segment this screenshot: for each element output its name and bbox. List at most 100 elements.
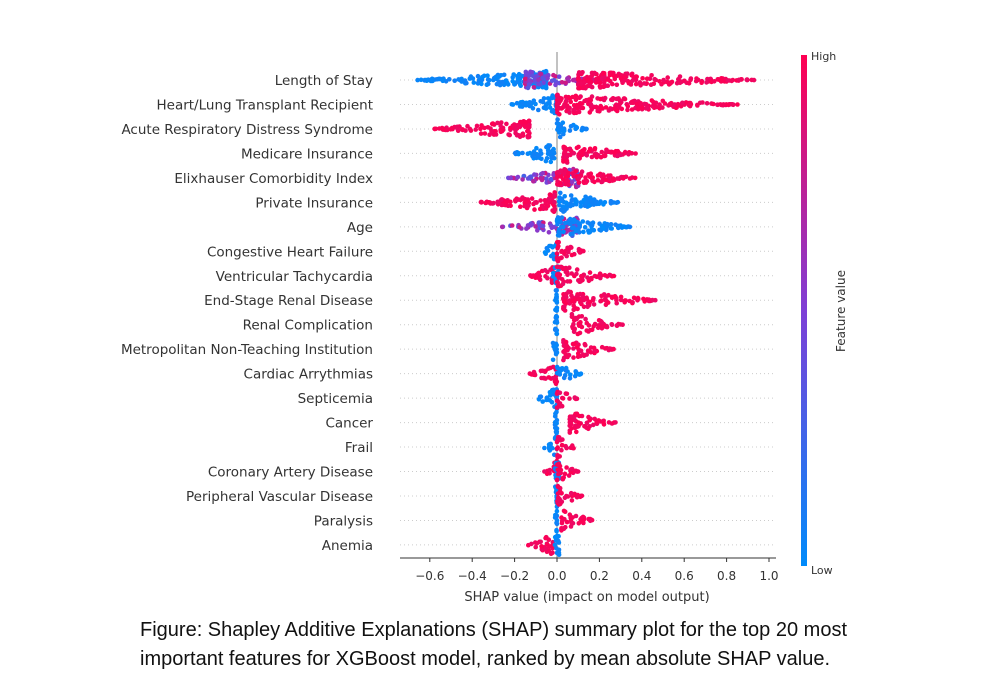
shap-dot — [565, 494, 571, 499]
shap-dot — [538, 394, 544, 400]
shap-dot — [587, 348, 592, 354]
shap-dot — [554, 251, 560, 256]
shap-dot — [632, 175, 638, 181]
shap-dot — [613, 420, 618, 425]
shap-dot — [614, 82, 620, 88]
shap-dot — [580, 514, 586, 520]
shap-dot — [515, 174, 521, 180]
shap-dot — [543, 158, 549, 164]
shap-dot — [610, 150, 615, 155]
shap-dot — [569, 197, 575, 203]
x-ticks: −0.6 −0.4 −0.2 0.0 0.2 0.4 0.6 0.8 1.0 — [415, 558, 779, 583]
shap-dot — [695, 77, 701, 83]
shap-dot — [567, 216, 573, 222]
shap-dot — [595, 173, 601, 178]
shap-dot — [524, 102, 529, 107]
shap-dot — [517, 224, 522, 230]
shap-dot — [557, 202, 562, 208]
shap-dot — [554, 521, 560, 527]
shap-dot — [538, 71, 543, 77]
shap-dot — [550, 357, 556, 363]
shap-dot — [547, 199, 552, 205]
shap-dot — [562, 471, 568, 477]
shap-dot — [601, 202, 606, 207]
shap-dot — [552, 199, 557, 205]
feature-label: Acute Respiratory Distress Syndrome — [121, 122, 373, 138]
shap-dot — [566, 289, 571, 294]
shap-dot — [567, 110, 572, 115]
shap-dot — [559, 447, 564, 453]
shap-dot — [628, 82, 634, 87]
shap-dot — [586, 77, 592, 83]
shap-dot — [504, 199, 509, 205]
shap-dot — [630, 300, 635, 305]
shap-dot — [606, 420, 612, 425]
shap-dot — [567, 146, 573, 152]
feature-label: Coronary Artery Disease — [208, 465, 373, 481]
shap-dot — [612, 106, 617, 111]
shap-dot — [535, 228, 540, 233]
shap-dot — [576, 180, 582, 185]
shap-dot — [601, 226, 606, 231]
shap-dot — [589, 70, 595, 76]
shap-dot — [618, 294, 624, 300]
shap-dot — [572, 395, 578, 400]
shap-dot — [557, 112, 562, 117]
shap-dot — [630, 78, 635, 83]
shap-dot — [569, 225, 575, 231]
shap-dot — [485, 77, 491, 82]
shap-dot — [598, 318, 604, 324]
shap-dot — [555, 282, 561, 288]
feature-label: Elixhauser Comorbidity Index — [174, 171, 373, 187]
shap-dot — [563, 339, 569, 345]
shap-dot — [519, 132, 525, 137]
shap-dot — [704, 101, 710, 106]
shap-dot — [572, 341, 577, 347]
shap-dot — [501, 72, 507, 78]
shap-dot — [553, 349, 559, 354]
shap-dot — [568, 524, 574, 529]
shap-dot — [587, 97, 593, 102]
shap-dot — [543, 535, 548, 541]
shap-dot — [568, 124, 574, 129]
shap-dot — [555, 399, 561, 404]
shap-dot — [554, 318, 559, 323]
shap-dot — [568, 244, 573, 250]
feature-label: Metropolitan Non-Teaching Institution — [121, 342, 373, 358]
shap-dot — [524, 198, 530, 204]
shap-dot — [533, 224, 538, 229]
shap-dot — [568, 372, 573, 378]
shap-dot — [499, 120, 504, 125]
shap-dot — [559, 527, 564, 533]
shap-dot — [494, 81, 500, 87]
shap-dot — [595, 178, 601, 183]
shap-dot — [559, 80, 565, 85]
shap-dot — [726, 102, 731, 108]
shap-dot — [584, 296, 590, 302]
shap-dot — [559, 249, 564, 254]
shap-dot — [583, 424, 589, 430]
shap-dot — [515, 76, 521, 82]
shap-dot — [532, 172, 537, 177]
shap-dot — [538, 539, 543, 545]
shap-dot — [554, 418, 560, 423]
shap-dot — [560, 224, 566, 230]
shap-dot — [551, 172, 556, 178]
shap-dot — [550, 155, 555, 160]
shap-dot — [587, 299, 593, 305]
shap-dot — [559, 520, 565, 526]
shap-dot — [543, 106, 549, 111]
shap-dot — [512, 122, 517, 128]
shap-dot — [576, 175, 582, 181]
shap-dot — [712, 79, 717, 84]
shap-dot — [495, 74, 501, 80]
shap-dot — [499, 224, 505, 230]
shap-dot — [633, 81, 639, 87]
shap-dot — [506, 132, 511, 137]
shap-dot — [581, 353, 587, 358]
shap-dot — [415, 77, 420, 83]
shap-dot — [570, 326, 576, 331]
shap-dot — [569, 179, 575, 185]
shap-dot — [554, 426, 560, 431]
shap-dot — [555, 437, 560, 443]
